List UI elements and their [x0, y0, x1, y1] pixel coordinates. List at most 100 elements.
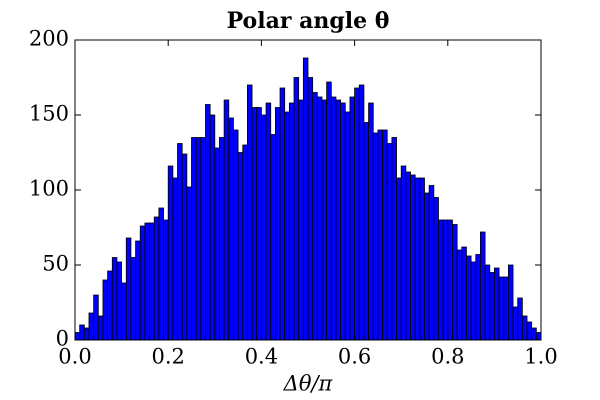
bar: [438, 219, 444, 341]
bar: [293, 77, 300, 341]
bar: [340, 102, 346, 341]
bar: [354, 87, 360, 341]
y-tick-label: 200: [29, 27, 69, 51]
y-tick-label: 150: [29, 102, 69, 126]
bar: [223, 99, 230, 341]
x-tick-label: 0.0: [58, 345, 91, 369]
bar: [111, 257, 118, 341]
bar: [88, 312, 95, 341]
bar: [372, 132, 379, 341]
x-tick-label: 0.6: [338, 345, 371, 369]
bar: [228, 117, 234, 341]
bar: [233, 129, 239, 341]
bar: [79, 324, 85, 341]
y-tick-label: 0: [56, 327, 69, 351]
bar: [507, 264, 514, 341]
bar: [400, 165, 407, 341]
bar: [526, 321, 533, 341]
bar: [144, 222, 150, 341]
bar: [521, 315, 528, 341]
bar: [470, 261, 477, 341]
bar: [466, 255, 472, 341]
bar: [135, 240, 141, 341]
bar: [265, 102, 272, 341]
bar: [382, 129, 388, 341]
bar: [433, 197, 439, 341]
bar: [312, 92, 318, 341]
bar: [480, 231, 486, 341]
y-tick-label: 100: [29, 177, 69, 201]
bar: [181, 153, 188, 341]
bar: [419, 177, 425, 341]
bar: [368, 102, 374, 341]
bar: [386, 143, 393, 341]
bar: [214, 147, 220, 341]
bar: [107, 270, 113, 341]
bar: [396, 177, 402, 341]
bar: [209, 114, 216, 341]
bar: [349, 96, 356, 341]
bar: [330, 96, 337, 341]
bar: [274, 107, 281, 341]
x-tick-label: 0.4: [245, 345, 278, 369]
bar: [517, 297, 523, 341]
bar: [116, 261, 123, 341]
bar: [121, 282, 127, 341]
bar: [461, 246, 467, 341]
bar: [307, 77, 314, 341]
bar: [260, 114, 267, 341]
bar: [251, 107, 258, 341]
bar: [167, 165, 174, 341]
bar: [200, 137, 206, 341]
bar: [535, 332, 542, 341]
bar: [363, 122, 369, 341]
bar: [93, 294, 99, 341]
bar: [358, 84, 365, 341]
bar: [163, 219, 169, 341]
y-tick-label: 50: [42, 252, 69, 276]
bar: [503, 276, 509, 341]
bar: [83, 327, 90, 341]
bar: [139, 225, 146, 341]
bar: [405, 171, 411, 341]
bar: [377, 129, 383, 341]
bar: [302, 57, 309, 341]
bar: [512, 306, 519, 341]
bar: [447, 219, 453, 341]
bar: [195, 137, 202, 341]
bar: [424, 192, 430, 341]
bar: [298, 99, 304, 341]
bar: [172, 177, 178, 341]
bar: [186, 186, 192, 341]
bar: [125, 237, 132, 341]
bar: [102, 279, 109, 341]
bar: [456, 249, 463, 341]
bar: [153, 216, 160, 341]
bar: [335, 99, 342, 341]
bar: [326, 81, 332, 341]
bar: [256, 107, 262, 341]
bar: [321, 99, 328, 341]
bar: [410, 174, 416, 341]
x-tick-label: 1.0: [524, 345, 557, 369]
bar: [97, 315, 104, 341]
bar: [493, 267, 500, 341]
bar: [205, 104, 211, 341]
bar: [177, 143, 183, 341]
bar: [149, 222, 155, 341]
bar: [442, 219, 449, 341]
bar: [284, 111, 290, 341]
bar: [344, 111, 351, 341]
x-tick-label: 0.8: [431, 345, 464, 369]
bar: [247, 84, 253, 341]
x-tick-label: 0.2: [151, 345, 184, 369]
bar: [74, 332, 81, 341]
bar: [484, 264, 491, 341]
x-axis-label: Δθ/π: [283, 372, 334, 396]
bar: [219, 137, 225, 341]
bar: [237, 152, 244, 341]
bar: [158, 207, 164, 341]
bar: [316, 96, 323, 341]
